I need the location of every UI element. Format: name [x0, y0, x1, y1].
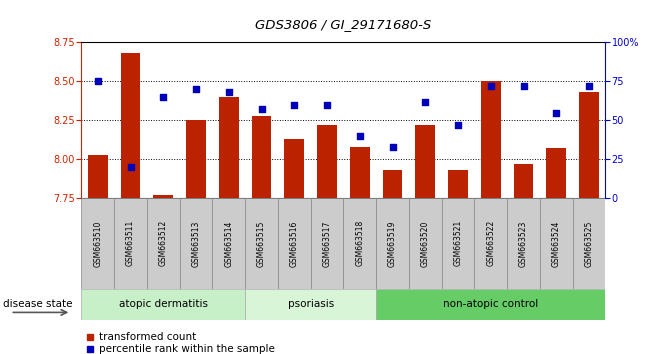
Bar	[186, 120, 206, 198]
Text: disease state: disease state	[3, 299, 73, 309]
Bar	[579, 92, 599, 198]
Bar	[376, 289, 605, 320]
Bar	[540, 198, 573, 289]
Text: GSM663510: GSM663510	[93, 220, 102, 267]
Bar	[475, 198, 507, 289]
Bar	[252, 116, 271, 198]
Point	[191, 86, 201, 92]
Text: GSM663513: GSM663513	[191, 220, 201, 267]
Bar	[481, 81, 501, 198]
Text: GSM663521: GSM663521	[454, 220, 463, 267]
Text: GSM663517: GSM663517	[322, 220, 331, 267]
Bar	[415, 125, 435, 198]
Bar	[409, 198, 441, 289]
Bar	[212, 198, 245, 289]
Text: GSM663511: GSM663511	[126, 220, 135, 267]
Bar	[383, 170, 402, 198]
Point	[125, 164, 135, 170]
Text: non-atopic control: non-atopic control	[443, 299, 538, 309]
Text: GSM663518: GSM663518	[355, 220, 365, 267]
Legend: transformed count, percentile rank within the sample: transformed count, percentile rank withi…	[87, 332, 275, 354]
Bar	[507, 198, 540, 289]
Text: GSM663523: GSM663523	[519, 220, 528, 267]
Point	[322, 102, 332, 108]
Point	[486, 83, 496, 89]
Text: GSM663515: GSM663515	[257, 220, 266, 267]
Bar	[573, 198, 605, 289]
Text: GSM663514: GSM663514	[224, 220, 233, 267]
Text: GSM663512: GSM663512	[159, 220, 168, 267]
Bar	[278, 198, 311, 289]
Text: GSM663516: GSM663516	[290, 220, 299, 267]
Bar	[441, 198, 475, 289]
Text: GSM663524: GSM663524	[552, 220, 561, 267]
Bar	[284, 139, 304, 198]
Text: psoriasis: psoriasis	[288, 299, 334, 309]
Bar	[344, 198, 376, 289]
Bar	[514, 164, 533, 198]
Point	[158, 94, 169, 100]
Bar	[147, 198, 180, 289]
Bar	[88, 155, 107, 198]
Text: atopic dermatitis: atopic dermatitis	[118, 299, 208, 309]
Point	[518, 83, 529, 89]
Bar	[180, 198, 212, 289]
Point	[584, 83, 594, 89]
Point	[551, 110, 562, 115]
Bar	[245, 198, 278, 289]
Text: GSM663522: GSM663522	[486, 220, 495, 267]
Point	[256, 107, 267, 112]
Bar	[81, 198, 114, 289]
Bar	[219, 97, 239, 198]
Bar	[448, 170, 468, 198]
Text: GSM663525: GSM663525	[585, 220, 594, 267]
Bar	[120, 53, 141, 198]
Text: GSM663519: GSM663519	[388, 220, 397, 267]
Bar	[546, 148, 566, 198]
Point	[92, 79, 103, 84]
Point	[420, 99, 430, 104]
Bar	[350, 147, 370, 198]
Point	[387, 144, 398, 150]
Point	[223, 90, 234, 95]
Bar	[245, 289, 376, 320]
Text: GDS3806 / GI_29171680-S: GDS3806 / GI_29171680-S	[255, 18, 432, 31]
Bar	[311, 198, 344, 289]
Text: GSM663520: GSM663520	[421, 220, 430, 267]
Bar	[154, 195, 173, 198]
Point	[453, 122, 464, 128]
Bar	[376, 198, 409, 289]
Point	[355, 133, 365, 139]
Bar	[114, 198, 147, 289]
Bar	[317, 125, 337, 198]
Bar	[81, 289, 245, 320]
Point	[289, 102, 299, 108]
